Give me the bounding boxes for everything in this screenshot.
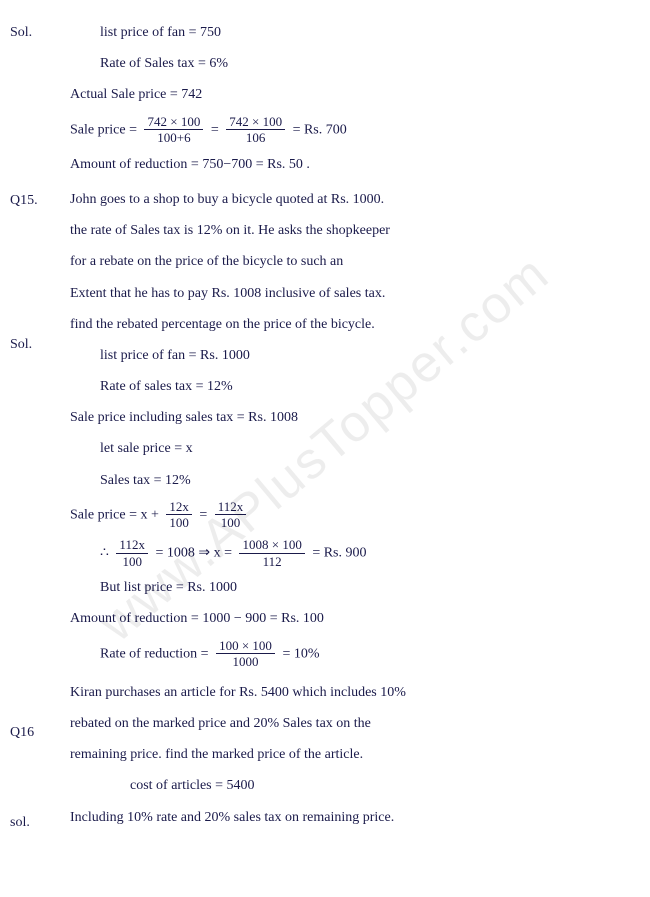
sol15-line1: list price of fan = Rs. 1000 xyxy=(70,343,620,368)
sol15-line7: ∴ 112x100 = 1008 ⇒ x = 1008 × 100112 = R… xyxy=(70,537,620,569)
sol15-line3: Sale price including sales tax = Rs. 100… xyxy=(70,405,620,430)
label-sol-mid: Sol. xyxy=(10,332,32,357)
sol15-line4: let sale price = x xyxy=(70,436,620,461)
fraction: 742 × 100106 xyxy=(226,114,285,146)
q16-line2: rebated on the marked price and 20% Sale… xyxy=(70,711,620,736)
q15-line3: for a rebate on the price of the bicycle… xyxy=(70,249,620,274)
sol15-line2: Rate of sales tax = 12% xyxy=(70,374,620,399)
sol14-line5: Amount of reduction = 750−700 = Rs. 50 . xyxy=(70,152,620,177)
q15-line5: find the rebated percentage on the price… xyxy=(70,312,620,337)
sol14-line3: Actual Sale price = 742 xyxy=(70,82,620,107)
label-q16: Q16 xyxy=(10,720,34,745)
q15-line4: Extent that he has to pay Rs. 1008 inclu… xyxy=(70,281,620,306)
text: = 1008 ⇒ x = xyxy=(155,545,232,560)
text: ∴ xyxy=(100,545,109,560)
text: = Rs. 900 xyxy=(312,545,366,560)
fraction: 1008 × 100112 xyxy=(239,537,304,569)
sol15-line10: Rate of reduction = 100 × 1001000 = 10% xyxy=(70,638,620,670)
q15-line2: the rate of Sales tax is 12% on it. He a… xyxy=(70,218,620,243)
sol15-line9: Amount of reduction = 1000 − 900 = Rs. 1… xyxy=(70,606,620,631)
label-sol-top: Sol. xyxy=(10,20,32,45)
sol16-line1: cost of articles = 5400 xyxy=(70,773,620,798)
sol14-line4: Sale price = 742 × 100100+6 = 742 × 1001… xyxy=(70,114,620,146)
q16-line1: Kiran purchases an article for Rs. 5400 … xyxy=(70,680,620,705)
sol14-line1: list price of fan = 750 xyxy=(70,20,620,45)
text: = Rs. 700 xyxy=(293,122,347,137)
fraction: 100 × 1001000 xyxy=(216,638,275,670)
fraction: 12x100 xyxy=(166,499,192,531)
text: Rate of reduction = xyxy=(100,646,209,661)
text: Sale price = x + xyxy=(70,507,159,522)
text: = 10% xyxy=(282,646,319,661)
text: = xyxy=(199,507,207,522)
sol15-line8: But list price = Rs. 1000 xyxy=(70,575,620,600)
q16-line3: remaining price. find the marked price o… xyxy=(70,742,620,767)
label-q15: Q15. xyxy=(10,188,38,213)
sol15-line5: Sales tax = 12% xyxy=(70,468,620,493)
text: Sale price = xyxy=(70,122,137,137)
sol16-line2: Including 10% rate and 20% sales tax on … xyxy=(70,805,620,830)
sol15-line6: Sale price = x + 12x100 = 112x100 xyxy=(70,499,620,531)
label-sol-bot: sol. xyxy=(10,810,30,835)
q15-line1: John goes to a shop to buy a bicycle quo… xyxy=(70,187,620,212)
fraction: 742 × 100100+6 xyxy=(144,114,203,146)
fraction: 112x100 xyxy=(116,537,148,569)
sol14-line2: Rate of Sales tax = 6% xyxy=(70,51,620,76)
fraction: 112x100 xyxy=(215,499,247,531)
text: = xyxy=(211,122,219,137)
